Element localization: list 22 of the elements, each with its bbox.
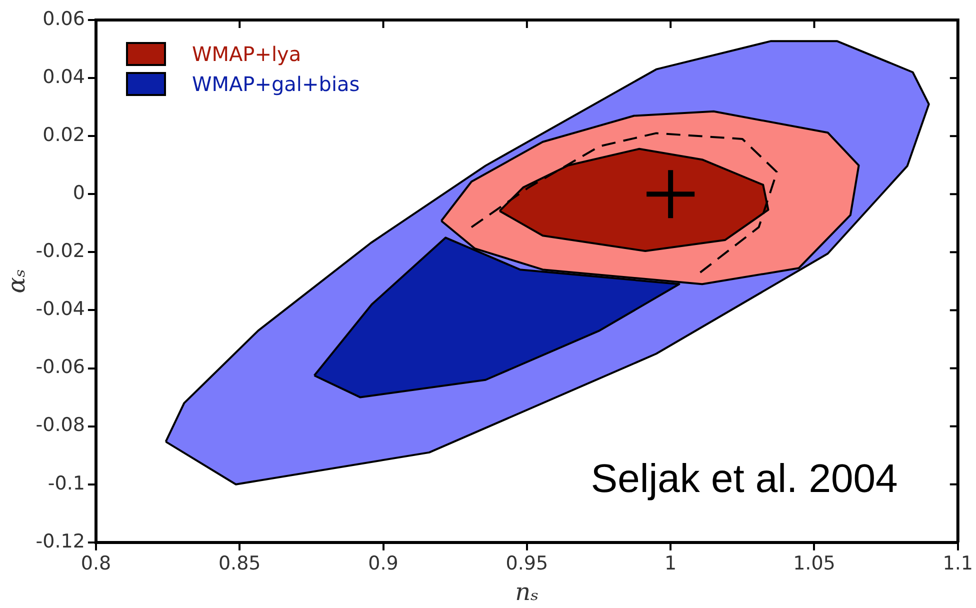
x-tick-label: 0.85 (218, 552, 261, 575)
y-tick-label: 0.02 (42, 124, 85, 146)
y-tick-label: -0.02 (36, 240, 85, 262)
y-tick-label: -0.1 (48, 472, 85, 494)
x-tick-label: 0.95 (506, 552, 548, 575)
x-tick-label: 1.1 (942, 552, 973, 575)
x-axis-title: nₛ (515, 578, 539, 606)
annotation: Seljak et al. 2004 (590, 457, 898, 502)
y-tick-label: -0.04 (36, 298, 85, 320)
legend-label: WMAP+lya (192, 42, 302, 66)
y-tick-label: 0.06 (42, 8, 85, 30)
legend-label: WMAP+gal+bias (192, 72, 360, 96)
x-tick-label: 1.05 (793, 552, 836, 575)
x-tick-label: 0.9 (368, 552, 398, 575)
y-tick-label: 0 (72, 182, 85, 204)
y-axis-title: αₛ (2, 269, 31, 294)
y-tick-label: -0.12 (36, 530, 85, 552)
y-tick-label: -0.08 (36, 414, 85, 436)
x-tick-label: 1 (664, 552, 677, 575)
y-tick-label: -0.06 (36, 356, 85, 378)
x-tick-label: 0.8 (80, 552, 112, 575)
y-tick-label: 0.04 (42, 66, 85, 88)
